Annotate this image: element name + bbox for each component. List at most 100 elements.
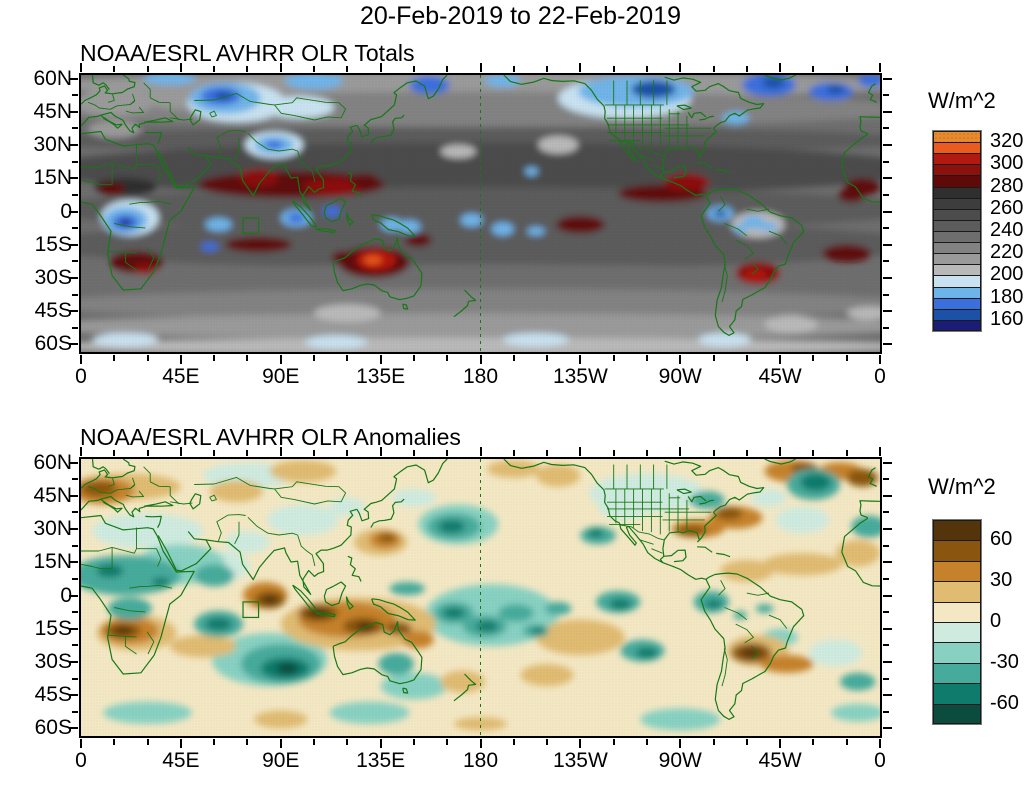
lon-tick-label: 0 [75,749,87,772]
axis-tick [546,66,549,72]
axis-tick [246,739,249,745]
lat-tick-label: 45N [33,483,72,507]
axis-tick [346,66,349,72]
colorbar-segment [933,297,981,309]
axis-tick [412,66,415,72]
lon-tick-label: 45W [758,749,802,772]
colorbar-segment [933,642,981,663]
lon-tick-label: 135E [356,365,406,388]
axis-tick [72,227,78,230]
axis-tick [72,710,78,713]
axis-tick [213,66,216,72]
axis-tick [446,66,449,72]
axis-tick [679,739,682,748]
lon-tick-label: 180 [462,365,499,388]
axis-tick [883,77,892,80]
axis-tick [69,177,78,180]
axis-tick [883,594,892,597]
lat-tick-label: 15S [34,232,72,256]
axis-tick [512,739,515,745]
axis-tick [546,739,549,745]
axis-tick [213,450,216,456]
lon-tick-label: 0 [874,365,886,388]
axis-tick [612,66,615,72]
axis-tick [146,66,149,72]
coastlines [81,75,880,336]
lat-tick-label: 0 [60,199,72,223]
axis-tick [69,494,78,497]
axis-tick [69,243,78,246]
colorbar-segment [933,683,981,704]
axis-tick [412,450,415,456]
axis-tick [69,77,78,80]
axis-tick [80,63,82,72]
colorbar-segment [933,286,981,298]
axis-tick [779,447,782,456]
anomalies-map [79,457,882,738]
axis-tick [645,355,648,361]
axis-tick [146,450,149,456]
totals-colorbar-units: W/m^2 [928,88,996,113]
axis-tick [612,450,615,456]
axis-tick [69,210,78,213]
axis-tick [712,66,715,72]
axis-tick [612,355,615,361]
colorbar-segment [933,197,981,209]
colorbar-tick-label: -60 [990,691,1019,714]
axis-tick [883,511,889,514]
lat-tick-label: 15N [33,166,72,190]
axis-tick [779,63,782,72]
colorbar-segment [933,308,981,320]
axis-tick [612,739,615,745]
colorbar-tick-label: 300 [990,152,1024,175]
axis-tick [812,66,815,72]
axis-tick [879,739,881,748]
axis-tick [879,63,881,72]
lat-tick-label: 45S [34,299,72,323]
axis-tick [883,127,889,130]
axis-tick [883,478,889,481]
axis-tick [512,450,515,456]
colorbar-segment [933,186,981,198]
axis-tick [69,461,78,464]
lon-tick-label: 0 [75,365,87,388]
axis-tick [546,355,549,361]
axis-tick [412,739,415,745]
axis-tick [113,450,116,456]
colorbar-segment [933,131,981,143]
axis-tick [883,193,889,196]
lat-tick-label: 45N [33,99,72,123]
axis-tick [346,355,349,361]
axis-tick [313,450,316,456]
axis-tick [69,110,78,113]
axis-tick [745,66,748,72]
colorbar-segment [933,662,981,684]
axis-tick [645,739,648,745]
axis-tick [883,694,892,697]
colorbar-segment [933,242,981,254]
axis-tick [712,739,715,745]
totals-map [79,73,882,354]
axis-tick [679,447,682,456]
axis-tick [72,160,78,163]
axis-tick [379,63,382,72]
lon-tick-label: 90E [262,365,300,388]
axis-tick [479,63,482,72]
lat-tick-label: 60N [33,450,72,474]
axis-tick [845,739,848,745]
colorbar-tick-label: 200 [990,263,1024,286]
axis-tick [745,355,748,361]
axis-tick [812,355,815,361]
colorbar-tick-label: 240 [990,219,1024,241]
colorbar-tick-label: 60 [990,528,1013,551]
axis-tick [179,447,182,456]
axis-tick [213,355,216,361]
axis-tick [80,447,82,456]
axis-tick [346,450,349,456]
axis-tick [479,447,482,456]
axis-tick [883,110,892,113]
lat-tick-label: 30N [33,133,72,157]
axis-tick [883,210,892,213]
axis-tick [579,447,582,456]
